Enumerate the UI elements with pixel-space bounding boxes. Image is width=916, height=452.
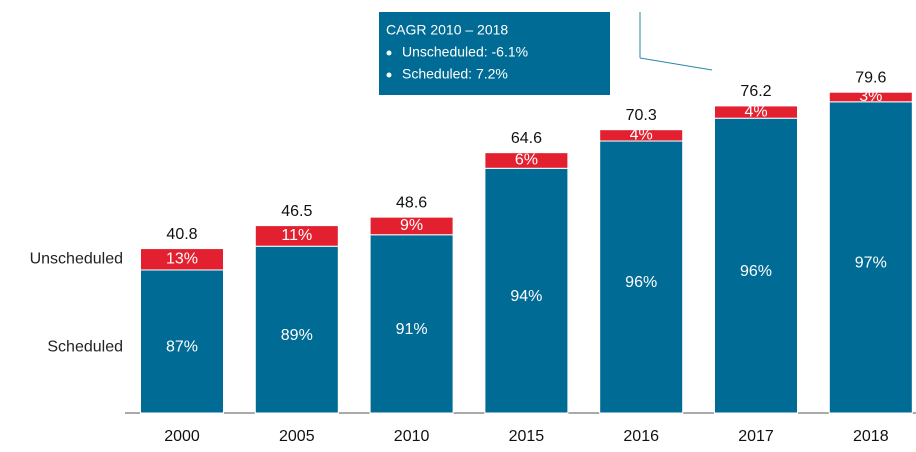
annotation-item: Unscheduled: -6.1% — [402, 44, 528, 60]
segment-label: 9% — [400, 217, 423, 234]
x-tick-label: 2010 — [394, 428, 430, 445]
bar-segment — [828, 101, 913, 414]
segment-label: 94% — [510, 288, 542, 305]
bar-segment — [714, 105, 798, 119]
bar-segment — [828, 91, 913, 103]
segment-label: 96% — [625, 274, 657, 291]
leader-line — [639, 57, 713, 71]
bar-segment — [599, 129, 684, 142]
segment-label: 4% — [630, 127, 653, 144]
total-label: 64.6 — [511, 130, 542, 147]
segment-label: 97% — [855, 255, 887, 272]
bar-segment — [369, 234, 454, 414]
annotation-title: CAGR 2010 – 2018 — [386, 22, 508, 38]
bullet — [386, 50, 392, 56]
annotation-item: Scheduled: 7.2% — [402, 66, 508, 82]
total-label: 46.5 — [281, 203, 312, 220]
bar-segment — [254, 245, 339, 414]
annotation-box — [379, 12, 610, 95]
series-label: Scheduled — [47, 339, 123, 356]
segment-label: 11% — [281, 227, 312, 244]
total-label: 76.2 — [740, 83, 771, 100]
segment-label: 3% — [859, 88, 882, 105]
total-label: 70.3 — [626, 107, 657, 124]
series-label: Unscheduled — [30, 250, 123, 267]
segment-label: 6% — [515, 152, 538, 169]
bar-segment — [140, 269, 224, 414]
bar-segment — [484, 167, 569, 414]
segment-label: 13% — [166, 250, 198, 267]
segment-label: 4% — [744, 103, 767, 120]
bar-segment — [599, 140, 684, 414]
segment-label: 96% — [740, 263, 772, 280]
bar-segment — [714, 117, 798, 414]
bar-segment — [484, 152, 569, 169]
bar-segment — [369, 216, 454, 236]
x-tick-label: 2016 — [623, 428, 659, 445]
x-tick-label: 2000 — [164, 428, 200, 445]
x-tick-label: 2015 — [509, 428, 545, 445]
total-label: 79.6 — [855, 69, 886, 86]
bar-segment — [140, 248, 224, 271]
bullet — [386, 72, 392, 78]
total-label: 48.6 — [396, 194, 427, 211]
total-label: 40.8 — [166, 226, 197, 243]
segment-label: 87% — [166, 339, 198, 356]
bar-segment — [254, 225, 339, 247]
x-tick-label: 2017 — [738, 428, 774, 445]
x-tick-label: 2018 — [853, 428, 889, 445]
segment-label: 89% — [281, 327, 313, 344]
x-tick-label: 2005 — [279, 428, 315, 445]
segment-label: 91% — [396, 321, 428, 338]
